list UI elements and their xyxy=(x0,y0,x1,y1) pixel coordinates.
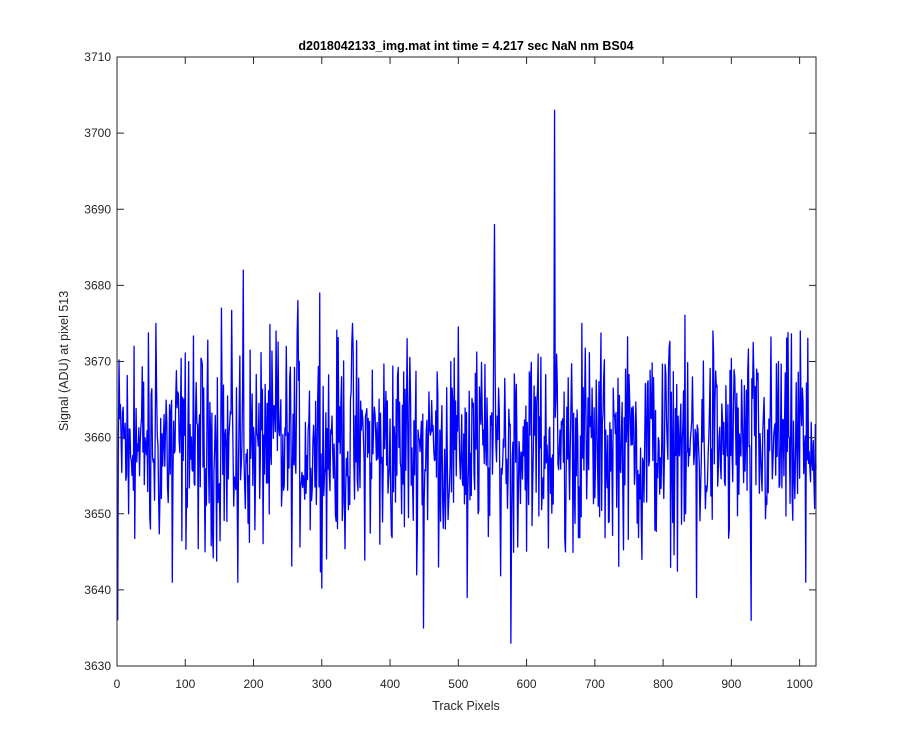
y-tick-label: 3630 xyxy=(84,659,111,673)
y-tick-label: 3680 xyxy=(84,278,111,292)
x-tick-label: 300 xyxy=(312,677,332,691)
x-axis-label: Track Pixels xyxy=(432,699,500,713)
y-tick-label: 3660 xyxy=(84,431,111,445)
x-tick-label: 500 xyxy=(448,677,468,691)
y-tick-label: 3650 xyxy=(84,507,111,521)
series-layer xyxy=(117,109,817,644)
chart-title: d2018042133_img.mat int time = 4.217 sec… xyxy=(298,39,633,53)
x-tick-label: 200 xyxy=(244,677,264,691)
y-tick-label: 3670 xyxy=(84,355,111,369)
x-tick-label: 700 xyxy=(585,677,605,691)
series-line xyxy=(117,109,817,644)
y-tick-label: 3710 xyxy=(84,50,111,64)
x-tick-label: 0 xyxy=(114,677,121,691)
y-tick-label: 3640 xyxy=(84,583,111,597)
y-axis-label: Signal (ADU) at pixel 513 xyxy=(57,291,71,431)
x-axis: 0 100 200 300 400 500 600 700 800 900 1000 xyxy=(114,57,813,691)
y-tick-label: 3690 xyxy=(84,202,111,216)
x-tick-label: 100 xyxy=(175,677,195,691)
x-tick-label: 600 xyxy=(517,677,537,691)
x-tick-label: 900 xyxy=(721,677,741,691)
x-tick-label: 400 xyxy=(380,677,400,691)
y-axis: 3630 3640 3650 3660 3670 3680 3690 3700 3710 xyxy=(84,50,816,673)
y-tick-label: 3700 xyxy=(84,126,111,140)
x-tick-label: 1000 xyxy=(786,677,813,691)
x-tick-label: 800 xyxy=(653,677,673,691)
